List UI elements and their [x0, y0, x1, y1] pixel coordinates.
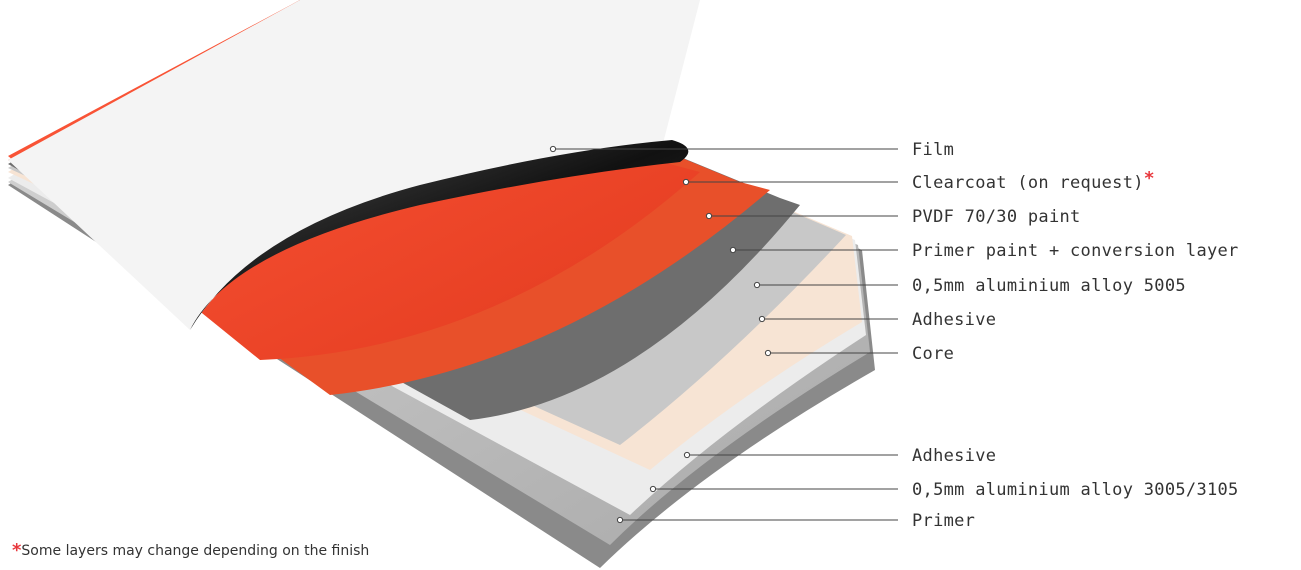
leader-dot	[705, 212, 713, 220]
layer-label: PVDF 70/30 paint	[912, 207, 1081, 227]
layer-label-text: 0,5mm aluminium alloy 3005/3105	[912, 480, 1239, 500]
footnote-marker: *	[12, 540, 22, 561]
leader-dot	[682, 178, 690, 186]
footnote: *Some layers may change depending on the…	[12, 540, 369, 561]
layer-label-text: Adhesive	[912, 310, 996, 330]
layer-label: Primer paint + conversion layer	[912, 241, 1239, 261]
leader-dot	[764, 349, 772, 357]
protective-film	[8, 0, 700, 330]
layer-label: Core	[912, 344, 954, 364]
layer-label-text: Adhesive	[912, 446, 996, 466]
layer-label-text: Clearcoat (on request)	[912, 173, 1144, 193]
leader-dot	[729, 246, 737, 254]
layer-label-text: Film	[912, 140, 954, 160]
leader-dot	[616, 516, 624, 524]
panel-illustration	[8, 0, 875, 568]
layer-label-text: Primer paint + conversion layer	[912, 241, 1239, 261]
layer-label: 0,5mm aluminium alloy 5005	[912, 276, 1186, 296]
layer-label: 0,5mm aluminium alloy 3005/3105	[912, 480, 1239, 500]
film-peel	[190, 140, 689, 330]
layer-label: Film	[912, 140, 954, 160]
leader-dot	[649, 485, 657, 493]
layer-label: Clearcoat (on request)*	[912, 168, 1155, 193]
layer-labels: Film Clearcoat (on request)* PVDF 70/30 pa…	[549, 140, 1239, 531]
leader-dot	[549, 145, 557, 153]
layer-label-text: Core	[912, 344, 954, 364]
leader-dot	[753, 281, 761, 289]
layer-label: Adhesive	[912, 446, 996, 466]
layer-label-text: PVDF 70/30 paint	[912, 207, 1081, 227]
layer-label-text: 0,5mm aluminium alloy 5005	[912, 276, 1186, 296]
leader-dot	[683, 451, 691, 459]
footnote-text: Some layers may change depending on the …	[21, 543, 369, 559]
layer-label-text: Primer	[912, 511, 975, 531]
layer-label: Primer	[912, 511, 975, 531]
leader-dot	[758, 315, 766, 323]
layer-label-marker: *	[1144, 168, 1155, 189]
layer-label: Adhesive	[912, 310, 996, 330]
